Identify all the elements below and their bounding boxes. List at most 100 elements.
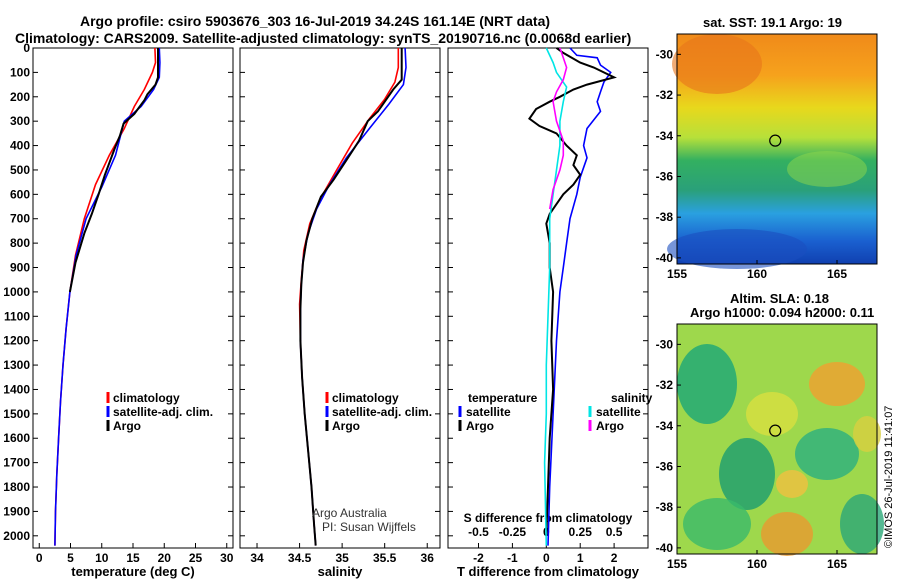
map-y-tick-label: -36	[656, 459, 674, 473]
sla-anomaly-blob	[761, 512, 813, 556]
sla-map-title2: Argo h1000: 0.094 h2000: 0.11	[690, 305, 875, 320]
map-y-tick-label: -38	[656, 210, 674, 224]
sst-front-patch	[787, 151, 867, 187]
top-x-tick-label: 0.25	[569, 525, 593, 539]
sla-anomaly-blob	[853, 416, 881, 452]
x-tick-label-difference: -1	[507, 551, 518, 565]
x-axis-label-salinity: salinity	[318, 564, 364, 579]
series-line-temperature-argo	[68, 48, 159, 293]
series-line-difference-salinity-argo	[548, 47, 568, 210]
map-x-tick-label: 160	[747, 557, 767, 571]
legend-label-salinity: satellite-adj. clim.	[332, 405, 432, 419]
x-tick-label-difference: 0	[543, 551, 550, 565]
y-tick-label: 800	[10, 236, 30, 250]
series-line-difference-argo	[528, 47, 617, 536]
panel-frame-difference	[447, 47, 649, 549]
legend-header-temperature: temperature	[468, 391, 538, 405]
x-tick-label-temperature: 0	[36, 551, 43, 565]
legend-header-salinity: salinity	[611, 391, 653, 405]
x-axis-label-difference: T difference from climatology	[457, 564, 640, 579]
imos-watermark: ©IMOS 26-Jul-2019 11:41:07	[883, 405, 895, 548]
sst-warm-patch	[672, 34, 762, 94]
y-tick-label: 1400	[3, 382, 30, 396]
y-tick-label: 1200	[3, 334, 30, 348]
map-y-tick-label: -40	[656, 541, 674, 555]
map-x-tick-label: 155	[667, 267, 687, 281]
sst-map-title: sat. SST: 19.1 Argo: 19	[703, 15, 842, 30]
map-y-tick-label: -34	[656, 129, 674, 143]
panel-frame-salinity	[239, 47, 441, 549]
y-tick-label: 300	[10, 114, 30, 128]
series-line-difference-satellite	[547, 47, 612, 546]
top-x-tick-label: -0.5	[468, 525, 489, 539]
legend-label-difference: satellite	[466, 405, 511, 419]
y-tick-label: 1300	[3, 358, 30, 372]
y-tick-label: 600	[10, 187, 30, 201]
sla-map-title1: Altim. SLA: 0.18	[730, 291, 829, 306]
legend-label-difference: Argo	[466, 419, 494, 433]
legend-label-temperature: climatology	[113, 391, 180, 405]
panel-frame-temperature	[32, 47, 234, 549]
top-x-tick-label: -0.25	[499, 525, 527, 539]
x-tick-label-salinity: 34	[250, 551, 264, 565]
y-tick-label: 1100	[4, 309, 30, 323]
x-tick-label-salinity: 34.5	[288, 551, 312, 565]
map-y-tick-label: -38	[656, 500, 674, 514]
series-line-difference-salinity-satellite	[543, 47, 568, 546]
x-axis-label-temperature: temperature (deg C)	[71, 564, 195, 579]
sla-anomaly-blob	[840, 494, 884, 554]
map-y-tick-label: -36	[656, 169, 674, 183]
map-y-tick-label: -30	[656, 47, 674, 61]
y-tick-label: 100	[10, 65, 30, 79]
sst-cold-patch	[667, 229, 807, 269]
legend-label-salinity: Argo	[332, 419, 360, 433]
y-tick-label: 500	[10, 163, 30, 177]
map-y-tick-label: -32	[656, 88, 674, 102]
top-x-tick-label: 0.5	[606, 525, 623, 539]
map-frame-sst	[676, 33, 878, 265]
x-tick-label-temperature: 15	[126, 551, 140, 565]
x-tick-label-difference: 2	[611, 551, 618, 565]
y-tick-label: 1600	[3, 431, 30, 445]
map-frame-sla	[676, 323, 878, 555]
argo-position-marker	[769, 424, 782, 437]
map-x-tick-label: 165	[827, 267, 847, 281]
series-line-salinity-satellite-adj--clim-	[299, 47, 407, 546]
map-y-tick-label: -34	[656, 419, 674, 433]
x-tick-label-temperature: 25	[189, 551, 203, 565]
map-y-tick-label: -32	[656, 378, 674, 392]
y-tick-label: 900	[10, 261, 30, 275]
legend-label-difference: satellite	[596, 405, 641, 419]
y-tick-label: 1500	[3, 407, 30, 421]
x-tick-label-temperature: 10	[95, 551, 109, 565]
y-tick-label: 1900	[3, 504, 30, 518]
x-tick-label-difference: 1	[577, 551, 584, 565]
map-x-tick-label: 165	[827, 557, 847, 571]
x-tick-label-salinity: 36	[421, 551, 435, 565]
credit-line2: PI: Susan Wijffels	[322, 520, 416, 534]
legend-label-temperature: satellite-adj. clim.	[113, 405, 213, 419]
y-tick-label: 700	[10, 212, 30, 226]
argo-position-marker	[769, 134, 782, 147]
y-tick-label: 200	[10, 90, 30, 104]
map-x-tick-label: 155	[667, 557, 687, 571]
y-tick-label: 400	[10, 139, 30, 153]
x-tick-label-salinity: 35.5	[373, 551, 397, 565]
y-tick-label: 1800	[3, 480, 30, 494]
sla-anomaly-blob	[809, 362, 865, 406]
map-x-tick-label: 160	[747, 267, 767, 281]
x-tick-label-salinity: 35	[335, 551, 349, 565]
header-line1: Argo profile: csiro 5903676_303 16-Jul-2…	[80, 13, 551, 29]
series-line-salinity-argo	[299, 48, 403, 546]
sla-anomaly-blob	[795, 428, 859, 480]
sla-anomaly-blob	[776, 470, 808, 498]
map-y-tick-label: -30	[656, 337, 674, 351]
sla-anomaly-blob	[746, 392, 798, 436]
series-line-temperature-satellite-adj--clim-	[54, 47, 161, 546]
sla-anomaly-blob	[683, 498, 751, 550]
x-tick-label-temperature: 30	[220, 551, 234, 565]
x-tick-label-temperature: 20	[158, 551, 172, 565]
x-tick-label-temperature: 5	[67, 551, 74, 565]
y-tick-label: 1000	[3, 285, 30, 299]
